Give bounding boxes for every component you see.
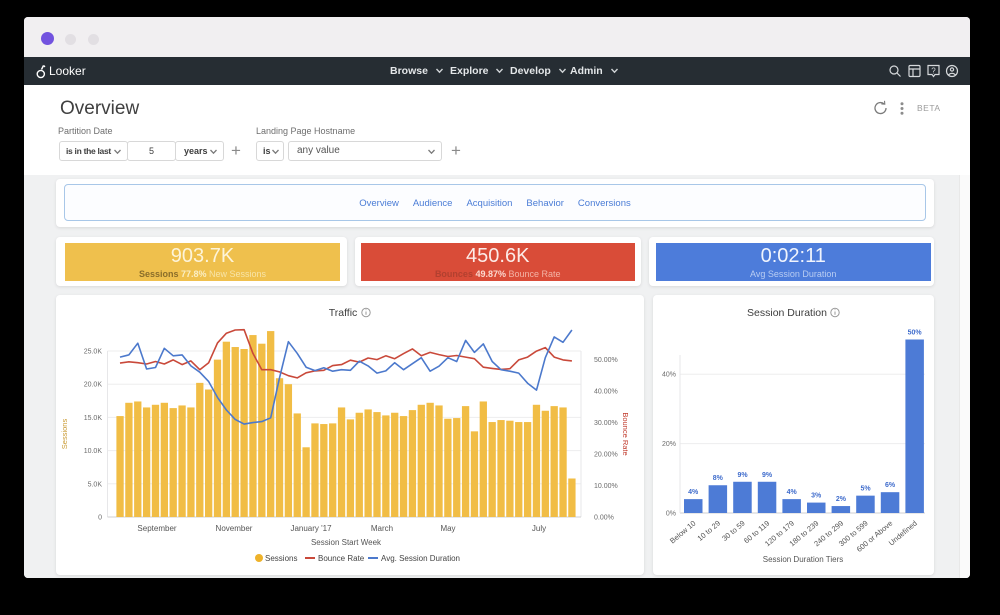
svg-text:15.0K: 15.0K xyxy=(84,415,103,422)
svg-text:Sessions: Sessions xyxy=(265,554,297,563)
svg-text:Session Duration Tiers: Session Duration Tiers xyxy=(763,555,843,564)
svg-text:Below 10: Below 10 xyxy=(668,519,697,546)
svg-text:40%: 40% xyxy=(662,372,676,379)
svg-text:July: July xyxy=(532,524,546,533)
svg-text:November: November xyxy=(216,524,253,533)
svg-text:September: September xyxy=(137,524,176,533)
svg-text:5%: 5% xyxy=(860,486,871,493)
svg-text:May: May xyxy=(440,524,455,533)
svg-text:3%: 3% xyxy=(811,493,822,500)
svg-text:0.00%: 0.00% xyxy=(594,515,614,522)
svg-text:Traffic: Traffic xyxy=(329,307,358,319)
svg-text:10 to 29: 10 to 29 xyxy=(696,519,723,543)
svg-text:10.0K: 10.0K xyxy=(84,448,103,455)
svg-text:5.0K: 5.0K xyxy=(88,481,103,488)
svg-text:0%: 0% xyxy=(666,511,676,518)
svg-text:4%: 4% xyxy=(787,489,798,496)
svg-text:2%: 2% xyxy=(836,496,847,503)
svg-text:25.0K: 25.0K xyxy=(84,349,103,356)
svg-text:8%: 8% xyxy=(713,475,724,482)
svg-text:Avg. Session Duration: Avg. Session Duration xyxy=(381,554,460,563)
svg-text:Bounce Rate: Bounce Rate xyxy=(318,554,365,563)
svg-text:9%: 9% xyxy=(762,472,773,479)
svg-text:40.00%: 40.00% xyxy=(594,389,618,396)
svg-text:January '17: January '17 xyxy=(290,524,332,533)
svg-text:Session Duration: Session Duration xyxy=(747,307,827,319)
svg-text:4%: 4% xyxy=(688,489,699,496)
svg-text:0: 0 xyxy=(98,515,102,522)
svg-text:20.00%: 20.00% xyxy=(594,452,618,459)
svg-text:20.0K: 20.0K xyxy=(84,382,103,389)
svg-text:9%: 9% xyxy=(737,472,748,479)
svg-text:20%: 20% xyxy=(662,441,676,448)
svg-text:50%: 50% xyxy=(908,330,923,337)
svg-text:Bounce Rate: Bounce Rate xyxy=(621,412,630,455)
svg-text:50.00%: 50.00% xyxy=(594,357,618,364)
svg-text:10.00%: 10.00% xyxy=(594,483,618,490)
svg-text:Session Start Week: Session Start Week xyxy=(311,538,382,547)
svg-text:Sessions: Sessions xyxy=(60,419,69,450)
svg-text:6%: 6% xyxy=(885,482,896,489)
svg-text:March: March xyxy=(371,524,393,533)
svg-text:30.00%: 30.00% xyxy=(594,420,618,427)
svg-text:?: ? xyxy=(931,67,936,76)
